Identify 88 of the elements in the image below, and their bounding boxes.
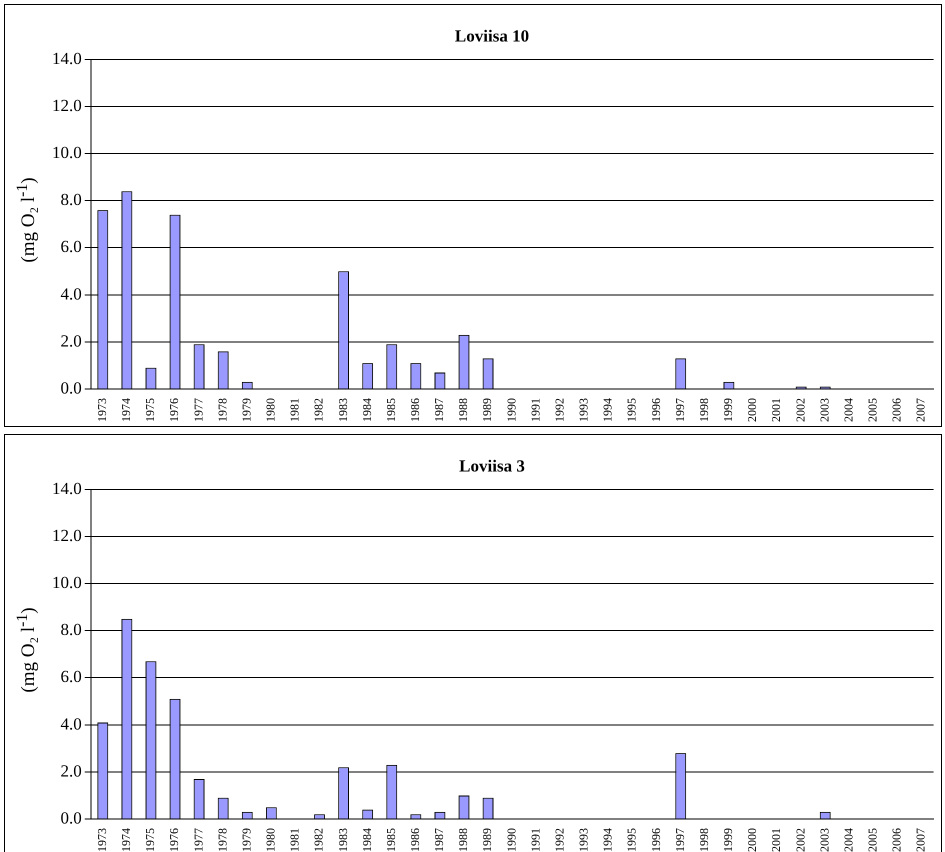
x-tick-label: 1991 [528,398,542,422]
x-tick-label: 2000 [745,398,760,422]
x-tick-label: 1988 [456,398,470,422]
x-tick-label: 1986 [408,398,422,422]
x-tick-label: 1993 [576,828,591,852]
x-tick-label: 1998 [696,828,711,852]
x-tick-label: 1982 [312,828,326,852]
x-tick-label: 1973 [94,398,109,422]
x-tick-label: 1977 [191,828,206,852]
x-tick-label: 1986 [408,828,422,852]
x-tick-label: 1996 [648,398,663,422]
x-tick-label: 1992 [552,398,566,422]
x-tick-label: 1987 [432,398,446,422]
x-tick-label: 1993 [576,398,591,422]
x-tick-label: 2006 [890,828,904,852]
x-tick-label: 1999 [721,398,736,422]
y-tick-label: 2.0 [60,761,82,780]
x-tick-label: 1989 [480,828,494,852]
x-tick-label: 1974 [119,398,134,422]
x-tick-label: 2004 [841,828,856,852]
y-tick-label: 4.0 [60,284,82,304]
y-tick-label: 0.0 [60,378,82,398]
x-tick-label: 1987 [432,828,446,852]
x-tick-label: 2003 [817,828,832,852]
x-tick-label: 1990 [504,398,518,422]
x-tick-label: 1976 [167,398,182,422]
x-tick-label: 1990 [504,828,518,852]
x-tick-label: 2003 [817,398,832,422]
x-tick-label: 1984 [360,828,374,852]
x-tick-label: 2000 [745,828,760,852]
x-tick-label: 1992 [552,828,566,852]
chart-title: Loviisa 10 [454,26,530,46]
x-tick-label: 1983 [336,398,350,422]
x-tick-label: 1985 [384,828,398,852]
x-tick-label: 2005 [866,828,880,852]
x-tick-label: 1998 [696,398,711,422]
x-tick-label: 2007 [914,828,928,852]
x-tick-label: 1991 [528,828,542,852]
x-tick-label: 1982 [312,398,326,422]
y-tick-label: 4.0 [60,714,82,734]
x-tick-label: 1980 [264,828,278,852]
y-tick-label: 14.0 [52,48,82,68]
x-tick-label: 1973 [94,828,109,852]
y-tick-label: 2.0 [60,331,82,350]
x-tick-label: 2004 [841,398,856,422]
y-tick-label: 6.0 [60,237,82,256]
x-tick-label: 1979 [239,828,254,852]
x-tick-label: 1981 [288,398,302,422]
y-tick-label: 10.0 [52,143,82,162]
x-tick-label: 1975 [143,828,158,852]
x-tick-label: 1994 [600,828,615,852]
x-tick-label: 1997 [672,398,687,422]
x-tick-label: 2002 [793,398,808,422]
x-tick-label: 1978 [215,398,230,422]
y-tick-label: 14.0 [52,478,82,498]
x-tick-label: 1989 [480,398,494,422]
y-tick-label: 12.0 [52,526,82,545]
x-tick-label: 1977 [191,398,206,422]
y-tick-label: 0.0 [60,808,82,828]
y-tick-label: 8.0 [60,190,82,210]
x-tick-label: 1979 [239,398,254,422]
x-tick-label: 2001 [769,398,784,422]
y-tick-label: 6.0 [60,667,82,686]
x-tick-label: 1994 [600,398,615,422]
x-tick-label: 2005 [866,398,880,422]
x-tick-label: 2006 [890,398,904,422]
x-tick-label: 2002 [793,828,808,852]
x-tick-label: 1984 [360,398,374,422]
x-tick-label: 1996 [648,828,663,852]
x-tick-label: 1980 [264,398,278,422]
y-tick-label: 12.0 [52,96,82,115]
x-tick-label: 1999 [721,828,736,852]
x-tick-label: 1975 [143,398,158,422]
x-tick-label: 1995 [624,828,639,852]
x-tick-label: 2007 [914,398,928,422]
x-tick-label: 1981 [288,828,302,852]
chart-title: Loviisa 3 [459,456,525,476]
x-tick-label: 1976 [167,828,182,852]
x-tick-label: 1974 [119,828,134,852]
x-tick-label: 1997 [672,828,687,852]
x-tick-label: 1983 [336,828,350,852]
y-tick-label: 10.0 [52,573,82,592]
x-tick-label: 1978 [215,828,230,852]
x-tick-label: 1988 [456,828,470,852]
x-tick-label: 1985 [384,398,398,422]
y-tick-label: 8.0 [60,620,82,640]
x-tick-label: 1995 [624,398,639,422]
x-tick-label: 2001 [769,828,784,852]
